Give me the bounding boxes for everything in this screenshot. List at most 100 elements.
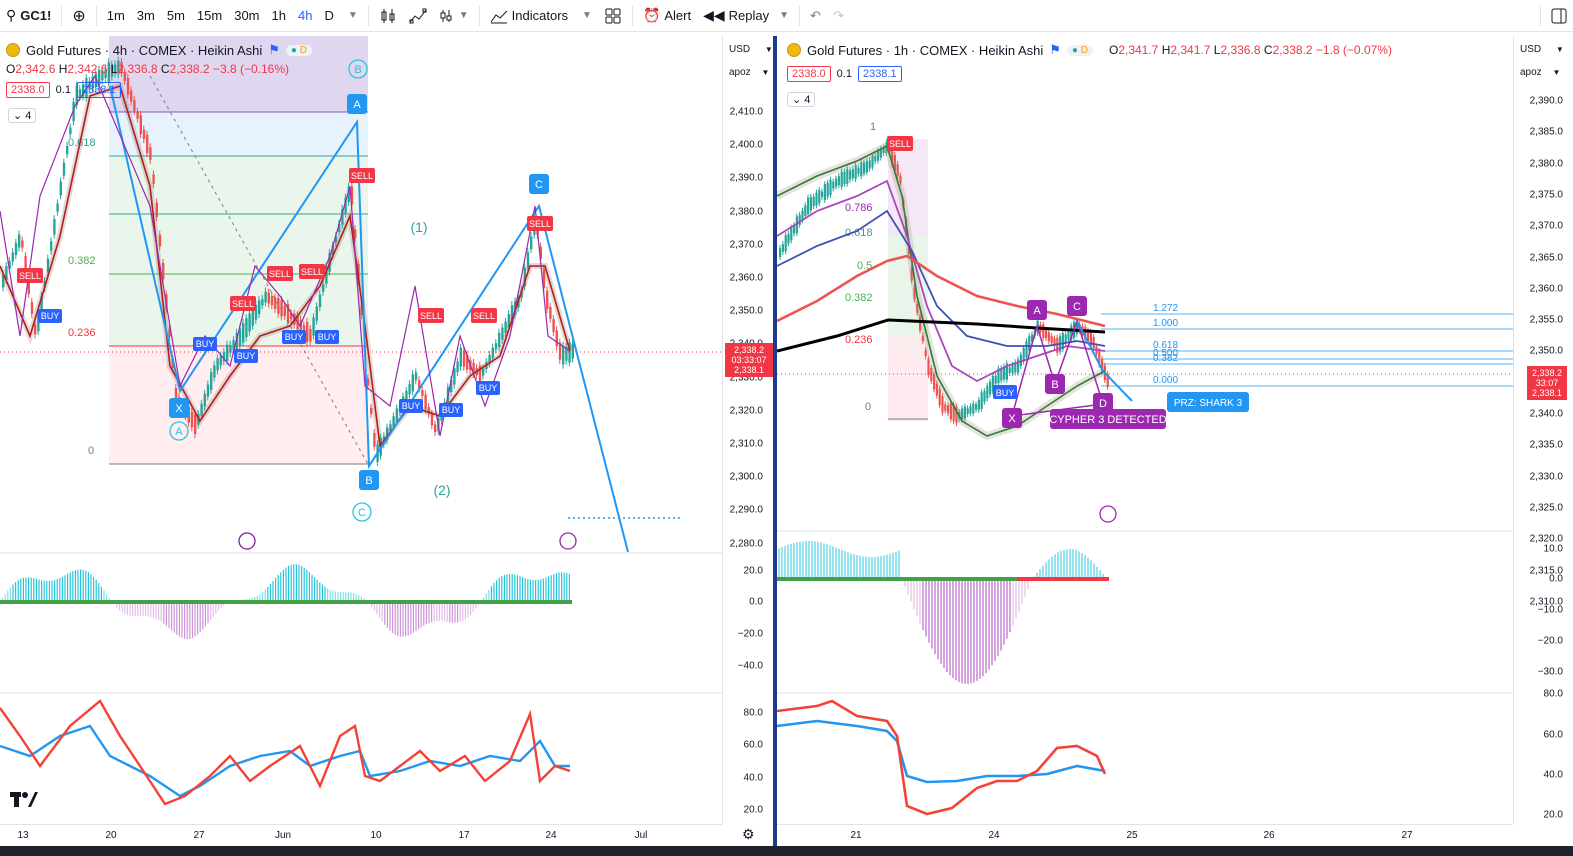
candle-body (851, 169, 854, 179)
candle-body (863, 162, 866, 174)
candle-body (1050, 336, 1053, 344)
timeframe-d[interactable]: D (324, 8, 334, 23)
candle-body (482, 368, 485, 376)
low-value: 2,336.8 (1220, 43, 1261, 57)
indicators-collapse-button[interactable]: ⌄ 4 (8, 108, 37, 123)
candle-body (1011, 364, 1014, 373)
chart-pane-1h[interactable]: 1 0.786 0.618 0.5 0.382 0.236 0 1.272 1.000 0.618… (777, 36, 1573, 846)
sell-price-button[interactable]: 2338.0 (6, 82, 50, 98)
candle-body (21, 240, 24, 248)
candle-body (994, 375, 997, 384)
rsi-tick-label: 80.0 (1543, 688, 1563, 700)
time-axis-4h[interactable]: 13 20 27 Jun 10 17 24 Jul (0, 824, 722, 846)
oscillator-tick-label: −40.0 (737, 660, 763, 672)
redo-icon[interactable]: ↷ (832, 7, 844, 23)
gold-symbol-icon (787, 43, 801, 57)
panel-icon[interactable] (1545, 0, 1573, 32)
indicators-collapse-button[interactable]: ⌄ 4 (787, 92, 816, 107)
candle-body (286, 303, 290, 324)
timeframe-menu[interactable]: ▼ (340, 0, 364, 32)
candle-body (1061, 333, 1064, 350)
timeframe-15m[interactable]: 15m (196, 8, 223, 23)
timeframe-4h[interactable]: 4h (297, 8, 313, 23)
timeframe-5m[interactable]: 5m (166, 8, 185, 23)
toolbar-divider (367, 5, 369, 26)
currency-select[interactable]: USD ▼ (729, 44, 773, 55)
plus-circle-icon[interactable]: ⊕ (72, 7, 86, 25)
time-tick-label: 27 (1401, 830, 1413, 841)
candle-body (309, 329, 312, 342)
price-tick-label: 2,320.0 (1529, 533, 1563, 545)
symbol-search[interactable]: ⚲ GC1! (0, 0, 57, 32)
price-scale-1h[interactable]: USD ▼ apoz ▼ 2,390.0 2,385.0 2,380.0 2,375.… (1513, 36, 1573, 824)
candle-body (1101, 358, 1104, 372)
indicator-templates-icon[interactable]: ▼ (433, 0, 475, 32)
change-value: −3.8 (−0.16%) (212, 62, 289, 76)
price-scale-4h[interactable]: USD ▼ apoz ▼ 2,410.0 2,400.0 2,390.0 2,380.… (722, 36, 773, 824)
candle-body (270, 296, 274, 306)
candle-body (389, 424, 392, 431)
candle-body (50, 241, 53, 251)
candle-body (360, 306, 363, 315)
scale-mode-select[interactable]: apoz ▼ (1520, 67, 1560, 78)
timeframe-30m[interactable]: 30m (234, 8, 260, 23)
candle-body (162, 262, 165, 280)
buy-price-button[interactable]: 2338.1 (76, 82, 121, 98)
undo-icon[interactable]: ↶ (810, 7, 821, 23)
spread-value: 0.1 (55, 84, 71, 96)
currency-select[interactable]: USD ▼ (1520, 44, 1564, 55)
sell-price-button[interactable]: 2338.0 (787, 66, 831, 82)
timeframe-1m[interactable]: 1m (106, 8, 125, 23)
candle-body (238, 328, 242, 347)
price-tick-label: 2,350.0 (729, 305, 763, 317)
candle-body (347, 186, 350, 203)
timeframe-3m[interactable]: 3m (136, 8, 155, 23)
candle-body (341, 208, 344, 225)
candle-body (983, 390, 986, 402)
fib-label: 0 (865, 401, 871, 413)
fib-zone (888, 336, 928, 421)
candle-body (114, 64, 117, 74)
harmonic-level-label: 1.272 (1153, 303, 1178, 314)
chart-title: Gold Futures · 4h · COMEX · Heikin Ashi (26, 42, 263, 58)
candle-body (812, 196, 815, 207)
candle-body (174, 387, 178, 401)
chart-canvas-1h[interactable]: 10.7860.6180.50.3820.23601.2721.0000.618… (777, 36, 1513, 824)
sell-signal-label: SELL (301, 267, 323, 277)
compare-icon[interactable] (403, 0, 433, 32)
change-value: −1.8 (−0.07%) (1315, 43, 1392, 57)
last-price: 2,338.2 (733, 345, 765, 355)
scale-mode-select[interactable]: apoz ▼ (729, 67, 769, 78)
gear-icon[interactable]: ⚙ (742, 826, 755, 842)
chart-pane-4h[interactable]: 0.618 0.382 0.236 0 X A B C A B C (1) (2) SELL SELL SEL… (0, 36, 773, 846)
candle-body (216, 358, 219, 371)
flag-icon[interactable]: ⚑ (1049, 42, 1061, 57)
candle-body (338, 223, 341, 233)
replay-button[interactable]: ◀◀ Replay ▼ (697, 0, 795, 32)
candle-body (826, 182, 829, 197)
price-tick-label: 2,360.0 (729, 272, 763, 284)
buy-price-button[interactable]: 2338.1 (857, 66, 902, 82)
fib-label: 0.382 (845, 292, 873, 304)
candle-body (795, 216, 798, 233)
candle-body (986, 385, 989, 399)
time-axis-1h[interactable]: 21 24 25 26 27 (777, 824, 1513, 846)
layout-grid-icon[interactable] (598, 0, 628, 32)
candles-icon[interactable] (373, 0, 403, 32)
flag-icon[interactable]: ⚑ (268, 42, 280, 57)
toolbar-divider (631, 5, 633, 26)
candle-body (542, 268, 546, 289)
sell-signal (418, 308, 444, 323)
alert-button[interactable]: ⏰ Alert (637, 0, 697, 32)
indicators-button[interactable]: Indicators ▼ (484, 0, 598, 32)
candle-body (1106, 373, 1109, 387)
fib-zone (109, 112, 368, 156)
pane-divider[interactable] (773, 36, 777, 856)
open-value: 2,341.7 (1118, 43, 1159, 57)
candle-body (158, 234, 162, 247)
timeframe-1h[interactable]: 1h (271, 8, 286, 23)
candle-body (78, 89, 82, 97)
price-tick-label: 2,330.0 (1529, 471, 1563, 483)
candle-body (133, 100, 136, 112)
